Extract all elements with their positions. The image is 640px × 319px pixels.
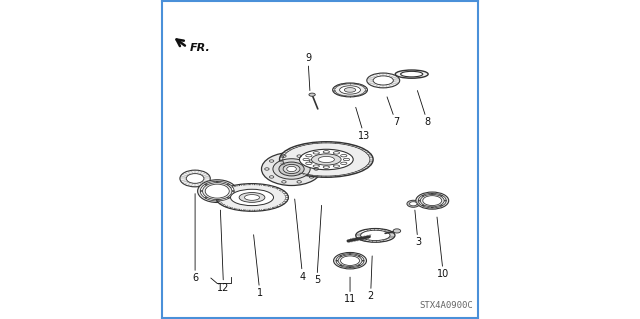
Ellipse shape — [367, 73, 400, 88]
Text: 1: 1 — [253, 235, 263, 298]
Ellipse shape — [416, 192, 449, 209]
Ellipse shape — [373, 76, 394, 85]
Ellipse shape — [340, 86, 360, 94]
Ellipse shape — [280, 142, 373, 177]
Text: 6: 6 — [192, 194, 198, 283]
Ellipse shape — [423, 196, 442, 205]
Ellipse shape — [396, 70, 428, 78]
Ellipse shape — [186, 174, 204, 183]
Ellipse shape — [420, 194, 444, 207]
Text: 12: 12 — [218, 210, 230, 293]
Ellipse shape — [344, 88, 356, 92]
Ellipse shape — [312, 154, 341, 165]
Text: 3: 3 — [415, 210, 421, 247]
Text: 5: 5 — [314, 205, 321, 285]
Ellipse shape — [419, 193, 446, 208]
Ellipse shape — [202, 182, 232, 200]
Ellipse shape — [393, 229, 401, 233]
Ellipse shape — [180, 170, 211, 187]
Text: STX4A0900C: STX4A0900C — [420, 301, 474, 310]
Ellipse shape — [200, 181, 234, 201]
Ellipse shape — [262, 152, 321, 186]
Ellipse shape — [401, 71, 423, 77]
Ellipse shape — [230, 189, 273, 206]
Ellipse shape — [407, 200, 420, 207]
Ellipse shape — [216, 184, 289, 211]
Text: 13: 13 — [356, 107, 371, 141]
Ellipse shape — [410, 202, 417, 206]
Ellipse shape — [336, 254, 364, 268]
Ellipse shape — [338, 255, 362, 267]
Ellipse shape — [333, 252, 367, 269]
Ellipse shape — [309, 93, 316, 96]
Ellipse shape — [340, 256, 360, 265]
Ellipse shape — [205, 184, 229, 198]
Text: 4: 4 — [294, 199, 306, 281]
Text: FR.: FR. — [189, 43, 211, 53]
Ellipse shape — [333, 83, 367, 97]
Text: 7: 7 — [387, 97, 399, 127]
Ellipse shape — [239, 193, 265, 202]
Text: 11: 11 — [344, 277, 356, 304]
Text: 10: 10 — [437, 217, 449, 279]
Ellipse shape — [244, 195, 260, 200]
Ellipse shape — [279, 162, 304, 176]
Text: 9: 9 — [305, 53, 311, 91]
Text: 2: 2 — [367, 256, 374, 301]
Ellipse shape — [283, 164, 300, 174]
Ellipse shape — [318, 156, 334, 163]
Ellipse shape — [300, 149, 353, 170]
Ellipse shape — [287, 166, 296, 172]
Ellipse shape — [198, 180, 237, 203]
Ellipse shape — [273, 159, 310, 179]
Text: 8: 8 — [417, 91, 431, 127]
